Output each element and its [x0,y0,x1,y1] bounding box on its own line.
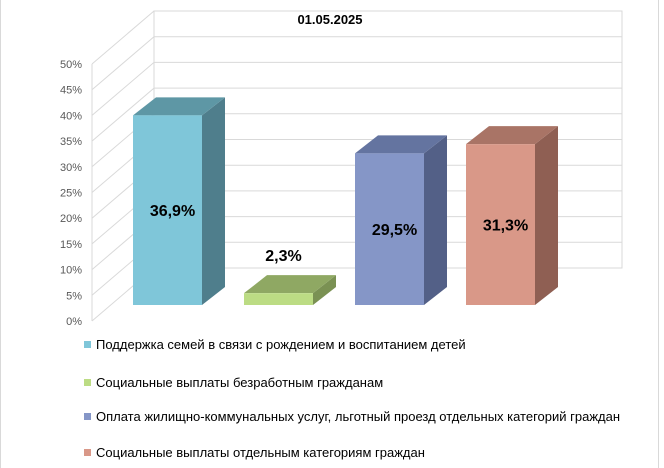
y-tick-label: 5% [66,290,82,302]
y-tick-label: 10% [60,265,82,277]
bar-side [202,97,225,305]
legend-label: Социальные выплаты отдельным категориям … [96,445,425,460]
chart-title: 01.05.2025 [297,12,362,27]
legend-label: Оплата жилищно-коммунальных услуг, льгот… [96,409,621,424]
y-tick-label: 25% [60,188,82,200]
y-tick-label: 20% [60,213,82,225]
bar-chart: 0% 5% 10% 15% 20% 25% 30% 35% 40% 45% 50% 36,9% 2,3%… [60,10,623,328]
legend-swatch [84,341,91,348]
bar-side [313,275,336,305]
y-tick-label: 40% [60,110,82,122]
bar [133,115,202,305]
frame-border-left [0,0,1,468]
legend-item-other-categories: Социальные выплаты отдельным категориям … [84,444,656,461]
gridline [91,36,622,91]
y-tick-label: 35% [60,136,82,148]
frame-border-right [658,0,659,468]
legend-label: Социальные выплаты безработным гражданам [96,375,384,390]
data-label: 29,5% [372,222,417,239]
legend-label: Поддержка семей в связи с рождением и во… [96,337,466,352]
legend-swatch [84,413,91,420]
legend-swatch [84,449,91,456]
bar [466,144,535,305]
bar-top [466,126,558,145]
bar-top [244,275,336,294]
y-tick-label: 15% [60,239,82,251]
bar-top [133,97,225,116]
y-tick-label: 30% [60,162,82,174]
y-tick-label: 45% [60,85,82,97]
bar [244,293,313,305]
data-label: 2,3% [265,248,301,265]
legend-item-families: Поддержка семей в связи с рождением и во… [84,336,656,353]
y-tick-label: 50% [60,59,82,71]
bar-top [355,135,447,154]
bar-side [535,126,558,305]
legend-swatch [84,379,91,386]
bar [355,153,424,305]
legend-item-housing: Оплата жилищно-коммунальных услуг, льгот… [84,408,636,425]
legend-item-unemployed: Социальные выплаты безработным гражданам [84,374,656,391]
data-label: 36,9% [150,203,195,220]
bar-side [424,135,447,305]
y-tick-label: 0% [66,316,82,328]
data-label: 31,3% [483,218,528,235]
